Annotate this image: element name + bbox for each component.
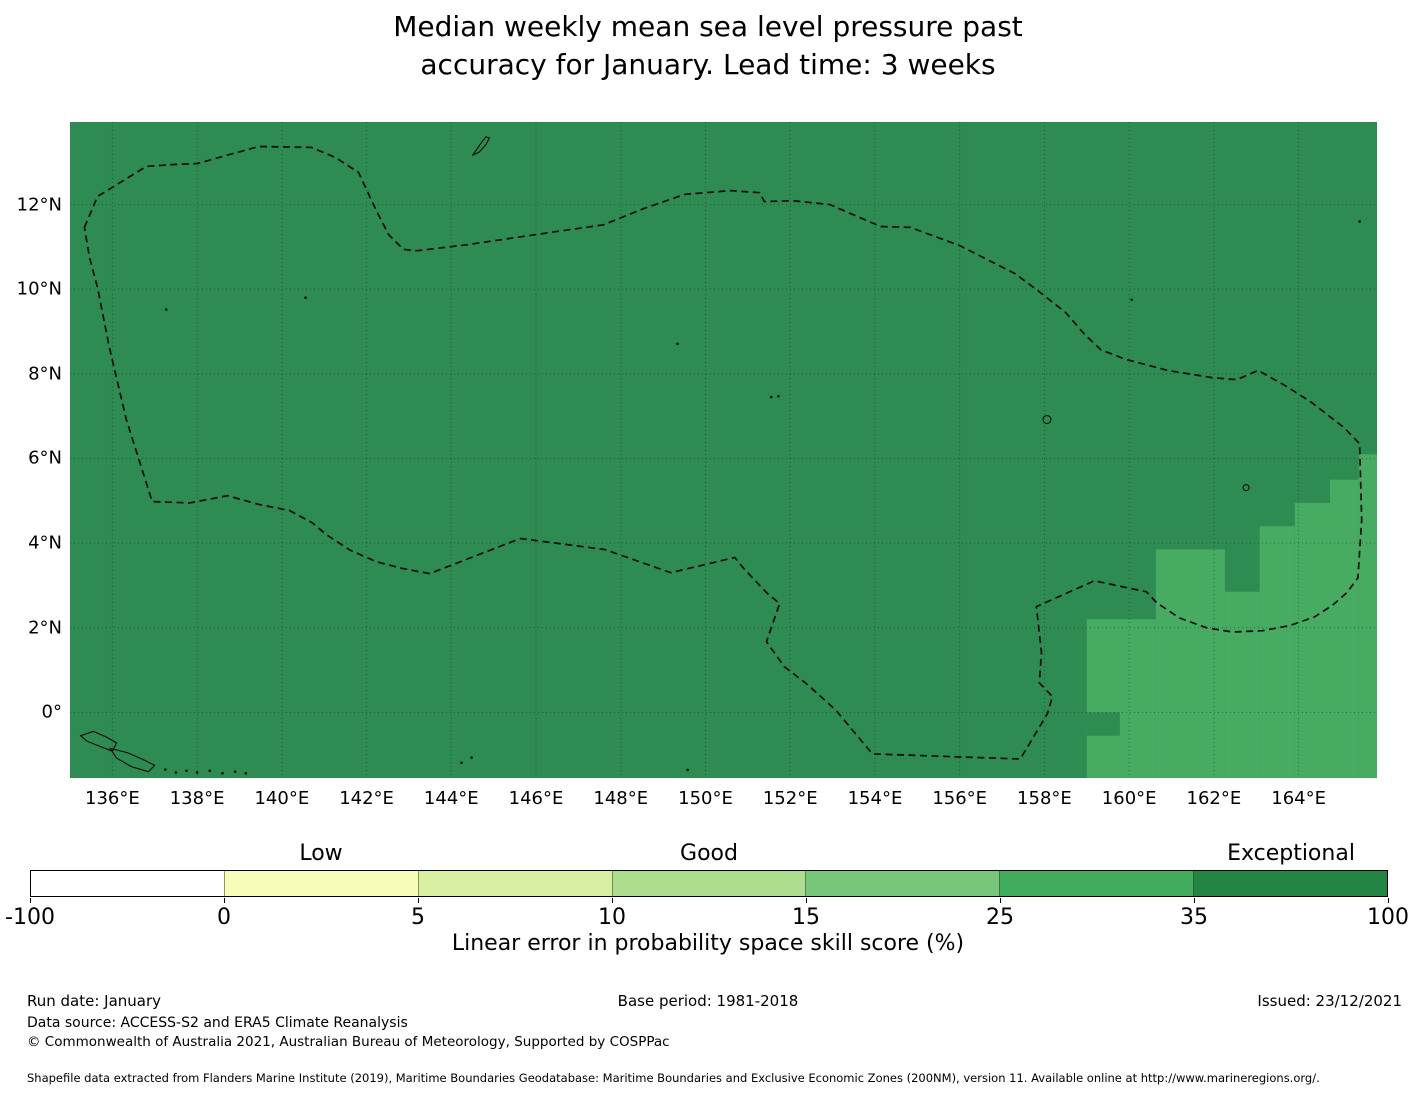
x-axis-tick-label: 142°E bbox=[339, 788, 394, 809]
skill-highlight-region bbox=[1259, 526, 1295, 778]
island-dot bbox=[185, 769, 188, 773]
skill-highlight-region bbox=[1294, 502, 1330, 778]
y-axis-tick-label: 4°N bbox=[28, 532, 62, 554]
chart-title-line-2: accuracy for January. Lead time: 3 weeks bbox=[420, 48, 996, 81]
island-outline bbox=[472, 136, 491, 156]
y-axis-tick-label: 2°N bbox=[28, 617, 62, 639]
footer-run-date: Run date: January bbox=[27, 992, 162, 1010]
x-axis-tick-label: 164°E bbox=[1271, 788, 1326, 809]
colorbar-tick-label: -100 bbox=[5, 905, 55, 930]
colorbar-tick bbox=[806, 898, 807, 903]
footer-base-period: Base period: 1981-2018 bbox=[617, 992, 799, 1010]
island-dot bbox=[221, 772, 224, 775]
atoll-outline bbox=[1242, 484, 1250, 492]
colorbar-segment bbox=[999, 871, 1194, 896]
island-dot bbox=[195, 771, 199, 774]
x-axis-tick-label: 152°E bbox=[762, 788, 818, 809]
island-dot bbox=[233, 770, 237, 773]
island-dot bbox=[676, 342, 679, 346]
island-dot bbox=[304, 296, 307, 299]
skill-highlight-region bbox=[1329, 479, 1359, 778]
island-outline bbox=[108, 747, 156, 773]
colorbar-tick bbox=[224, 898, 225, 903]
colorbar-tick bbox=[1388, 898, 1389, 903]
skill-highlight-region bbox=[1155, 549, 1225, 778]
colorbar-tick-label: 5 bbox=[411, 905, 425, 930]
footer-shapefile-note: Shapefile data extracted from Flanders M… bbox=[27, 1071, 1320, 1085]
colorbar-segment bbox=[611, 871, 806, 896]
skill-highlight-region bbox=[1224, 591, 1260, 778]
eez-boundary-dashed bbox=[83, 145, 1363, 760]
map-plot-area bbox=[70, 122, 1377, 778]
colorbar-segment bbox=[31, 871, 224, 896]
x-axis-tick-label: 150°E bbox=[678, 788, 733, 809]
colorbar-segment bbox=[1193, 871, 1388, 896]
colorbar-tick bbox=[418, 898, 419, 903]
colorbar-tick-label: 10 bbox=[598, 905, 626, 930]
colorbar-tick-label: 15 bbox=[792, 905, 820, 930]
colorbar-axis-label: Linear error in probability space skill … bbox=[451, 931, 965, 956]
x-axis-tick-label: 154°E bbox=[847, 788, 903, 809]
colorbar-tick bbox=[612, 898, 613, 903]
x-axis-tick-label: 162°E bbox=[1186, 788, 1242, 809]
colorbar-category-label: Low bbox=[299, 841, 343, 866]
colorbar-segment bbox=[417, 871, 612, 896]
colorbar-segment bbox=[805, 871, 1000, 896]
atoll-outline bbox=[1042, 414, 1052, 425]
y-axis-tick-label: 10°N bbox=[16, 278, 62, 300]
x-axis-tick-label: 144°E bbox=[423, 788, 479, 809]
colorbar bbox=[30, 870, 1388, 897]
x-axis-tick-label: 140°E bbox=[254, 788, 310, 809]
x-axis-tick-label: 156°E bbox=[932, 788, 988, 809]
footer-data-source: Data source: ACCESS-S2 and ERA5 Climate … bbox=[27, 1015, 408, 1031]
colorbar-category-label: Exceptional bbox=[1227, 841, 1355, 866]
island-dot bbox=[769, 395, 773, 399]
island-dot bbox=[460, 761, 463, 765]
island-dot bbox=[686, 768, 690, 772]
footer-issued-date: Issued: 23/12/2021 bbox=[1257, 992, 1402, 1010]
colorbar-tick bbox=[1000, 898, 1001, 903]
skill-highlight-region bbox=[1086, 619, 1156, 778]
chart-title-line-1: Median weekly mean sea level pressure pa… bbox=[393, 10, 1023, 43]
island-dot bbox=[164, 768, 167, 771]
y-axis-tick-label: 0° bbox=[41, 701, 62, 723]
y-axis-tick-label: 12°N bbox=[16, 194, 62, 216]
x-axis-tick-label: 158°E bbox=[1017, 788, 1072, 809]
island-dot bbox=[174, 771, 178, 774]
island-dot bbox=[208, 769, 212, 773]
x-axis-tick-label: 138°E bbox=[169, 788, 225, 809]
y-axis-tick-label: 6°N bbox=[28, 447, 62, 469]
colorbar-tick-label: 0 bbox=[217, 905, 231, 930]
y-axis-tick-label: 8°N bbox=[28, 363, 62, 385]
island-dot bbox=[777, 394, 780, 398]
x-axis-tick-label: 136°E bbox=[84, 788, 140, 809]
island-dot bbox=[1358, 220, 1361, 223]
colorbar-tick-label: 35 bbox=[1180, 905, 1208, 930]
colorbar-tick-label: 100 bbox=[1367, 905, 1409, 930]
island-outline bbox=[79, 730, 118, 752]
skill-highlight-region bbox=[1358, 454, 1377, 778]
colorbar-tick-label: 25 bbox=[986, 905, 1014, 930]
colorbar-segment bbox=[223, 871, 418, 896]
footer-copyright: © Commonwealth of Australia 2021, Austra… bbox=[27, 1034, 670, 1050]
skill-base-patch bbox=[1086, 712, 1120, 736]
colorbar-tick bbox=[1194, 898, 1195, 903]
x-axis-tick-label: 146°E bbox=[508, 788, 564, 809]
x-axis-tick-label: 160°E bbox=[1101, 788, 1157, 809]
island-dot bbox=[244, 772, 248, 775]
x-axis-tick-label: 148°E bbox=[593, 788, 649, 809]
colorbar-tick bbox=[30, 898, 31, 903]
island-dot bbox=[470, 756, 473, 759]
island-dot bbox=[164, 308, 168, 311]
colorbar-category-label: Good bbox=[680, 841, 738, 866]
island-dot bbox=[1130, 298, 1133, 302]
